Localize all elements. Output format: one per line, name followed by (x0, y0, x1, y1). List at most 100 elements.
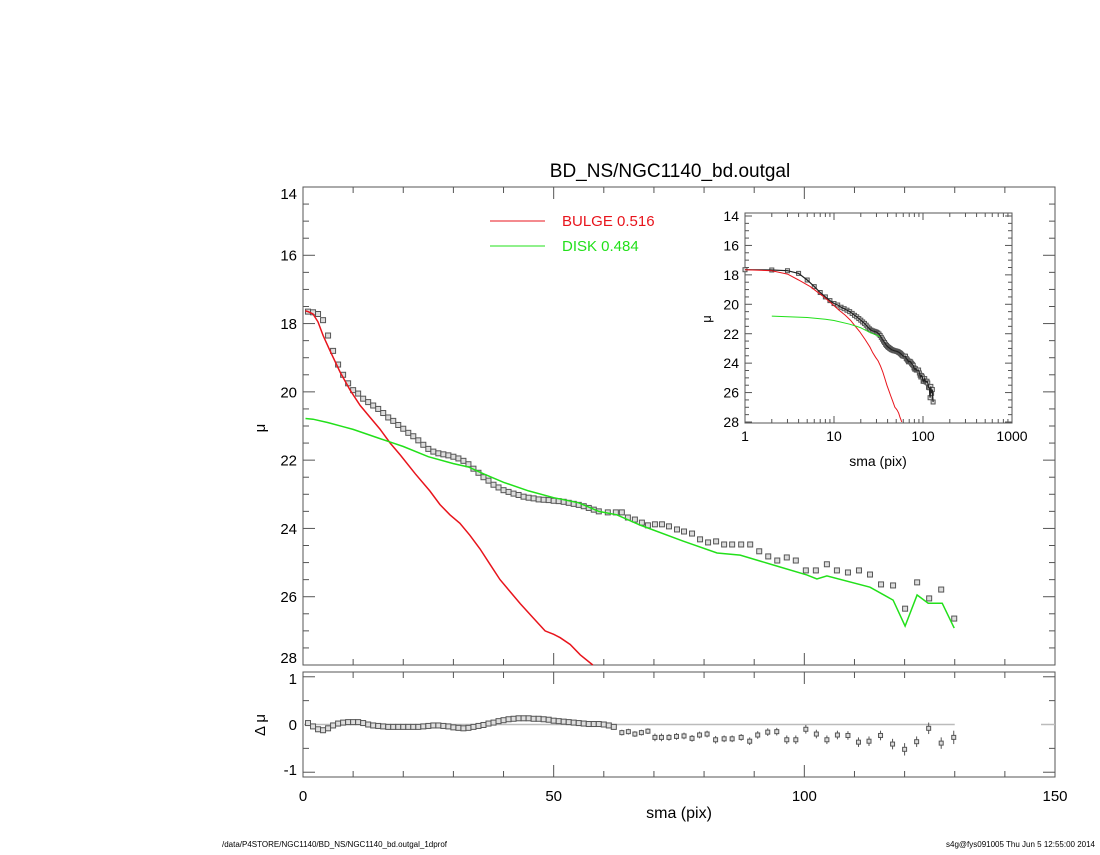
residual-point (420, 723, 427, 730)
observed-point (415, 437, 422, 444)
residual-point (455, 724, 462, 731)
residual-point (325, 725, 332, 732)
observed-point (550, 497, 557, 504)
observed-point (765, 553, 772, 560)
observed-point (844, 569, 851, 576)
observed-point (833, 567, 840, 574)
observed-point (681, 528, 688, 535)
residual-point (570, 719, 577, 726)
observed-point (823, 561, 830, 568)
residual-point (866, 738, 872, 744)
observed-point (658, 521, 665, 528)
residual-point (580, 720, 587, 727)
residual-point (600, 721, 607, 728)
residual-point (585, 721, 592, 728)
observed-point (926, 595, 933, 602)
observed-point (729, 541, 736, 548)
observed-point (540, 496, 547, 503)
residual-point (605, 722, 612, 729)
residual-point (713, 737, 719, 743)
observed-point (525, 494, 532, 501)
residual-point (658, 734, 664, 740)
residual-point (550, 717, 557, 724)
residual-point (855, 739, 861, 745)
residual-point (697, 732, 703, 738)
observed-point (510, 490, 517, 497)
residual-point (747, 738, 753, 744)
residual-point (878, 732, 884, 738)
residual-point (415, 723, 422, 730)
y-tick-label: 18 (723, 267, 739, 283)
residual-point (390, 723, 397, 730)
residual-point (704, 731, 710, 737)
observed-point (697, 536, 704, 543)
residual-point (430, 722, 437, 729)
observed-point (455, 455, 462, 462)
residual-point (345, 719, 352, 726)
x-tick-label: 10 (826, 428, 842, 444)
observed-point (445, 452, 452, 459)
observed-point (485, 477, 492, 484)
residual-point (480, 721, 487, 728)
residual-point (490, 719, 497, 726)
y-tick-label: 22 (723, 326, 739, 342)
inset-background (745, 213, 1012, 423)
residual-point (689, 735, 695, 741)
observed-point (370, 402, 377, 409)
residual-point (652, 734, 658, 740)
residual-point (445, 723, 452, 730)
legend-bulge-label: BULGE 0.516 (562, 213, 655, 230)
y-tick-label: 28 (723, 414, 739, 430)
residual-point (625, 729, 631, 735)
residual-point (803, 726, 809, 732)
residual-point (500, 717, 507, 724)
y-tick-label: -1 (284, 762, 297, 779)
observed-point (530, 495, 537, 502)
residual-point (315, 726, 322, 733)
inset-bulge-model-line (744, 269, 903, 423)
residual-point (902, 746, 908, 752)
y-tick-label: 20 (723, 296, 739, 312)
x-tick-label: 100 (911, 428, 935, 444)
inset-x-axis-label: sma (pix) (849, 453, 907, 469)
observed-point (747, 541, 754, 548)
residual-point (400, 723, 407, 730)
observed-point (400, 425, 407, 432)
observed-point (365, 399, 372, 406)
y-tick-label: 28 (280, 650, 297, 667)
observed-point (390, 417, 397, 424)
observed-point (618, 509, 625, 516)
residual-x-axis-label: sma (pix) (646, 805, 712, 822)
residual-point (335, 720, 342, 727)
observed-point (855, 567, 862, 574)
y-tick-label: 26 (280, 589, 297, 606)
residual-point (632, 731, 638, 737)
residual-point (938, 740, 944, 746)
observed-point (705, 539, 712, 546)
residual-point (590, 721, 597, 728)
residual-point (681, 733, 687, 739)
residual-point (666, 734, 672, 740)
x-tick-label: 1 (741, 428, 749, 444)
observed-point (938, 586, 945, 593)
x-tick-label: 1000 (996, 428, 1027, 444)
residual-point (951, 734, 957, 740)
observed-point (320, 317, 327, 324)
observed-point (460, 457, 467, 464)
residual-point (645, 728, 651, 734)
observed-point (665, 523, 672, 530)
observed-point (430, 448, 437, 455)
observed-point (425, 445, 432, 452)
legend: BULGE 0.516 DISK 0.484 (490, 213, 655, 255)
observed-point (738, 541, 745, 548)
disk-model-line (305, 417, 955, 629)
observed-point (420, 441, 427, 448)
observed-point (480, 474, 487, 481)
residual-y-axis-label: Δ μ (252, 714, 269, 736)
main-y-axis-label: μ (252, 424, 269, 433)
residual-point (845, 732, 851, 738)
y-tick-label: 24 (723, 355, 739, 371)
residual-point (505, 716, 512, 723)
observed-point (500, 487, 507, 494)
observed-point (878, 581, 885, 588)
